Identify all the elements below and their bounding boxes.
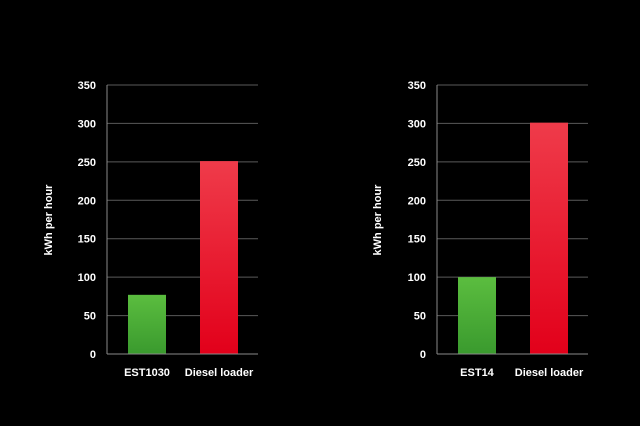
right-y-tick-label: 0 [420, 349, 426, 361]
right-x-tick-label: Diesel loader [515, 367, 584, 379]
chart-left: 0 50 100 150 200 250 300 350 EST1030 Diesel load… [43, 80, 258, 379]
left-y-tick-label: 150 [78, 234, 96, 246]
left-bar-diesel [200, 161, 238, 354]
right-y-axis-title: kWh per hour [372, 184, 384, 256]
right-axes [436, 85, 588, 355]
right-y-tick-label: 250 [408, 157, 426, 169]
right-x-tick-label: EST14 [460, 367, 495, 379]
right-x-ticks: EST14 Diesel loader [460, 367, 584, 379]
left-y-ticks: 0 50 100 150 200 250 300 350 [78, 80, 96, 361]
right-y-tick-label: 100 [408, 272, 426, 284]
right-y-tick-label: 350 [408, 80, 426, 92]
right-y-tick-label: 300 [408, 118, 426, 130]
left-gridlines [107, 84, 258, 317]
right-bars [458, 122, 568, 354]
left-x-tick-label: EST1030 [124, 367, 170, 379]
right-y-tick-label: 50 [414, 311, 426, 323]
left-bar-electric [128, 294, 166, 354]
left-bars [128, 161, 238, 354]
right-y-tick-label: 200 [408, 195, 426, 207]
left-y-tick-label: 50 [84, 311, 96, 323]
left-y-tick-label: 100 [78, 272, 96, 284]
left-y-tick-label: 200 [78, 195, 96, 207]
right-bar-electric [458, 277, 496, 354]
left-x-tick-label: Diesel loader [185, 367, 254, 379]
left-y-axis-title: kWh per hour [43, 184, 55, 256]
chart-right: 0 50 100 150 200 250 300 350 EST14 Diesel loader… [372, 80, 588, 379]
left-y-tick-label: 0 [90, 349, 96, 361]
right-y-ticks: 0 50 100 150 200 250 300 350 [408, 80, 426, 361]
left-axes [106, 85, 258, 355]
right-bar-diesel [530, 122, 568, 354]
left-y-tick-label: 350 [78, 80, 96, 92]
left-y-tick-label: 300 [78, 118, 96, 130]
right-y-tick-label: 150 [408, 234, 426, 246]
left-y-tick-label: 250 [78, 157, 96, 169]
left-x-ticks: EST1030 Diesel loader [124, 367, 254, 379]
